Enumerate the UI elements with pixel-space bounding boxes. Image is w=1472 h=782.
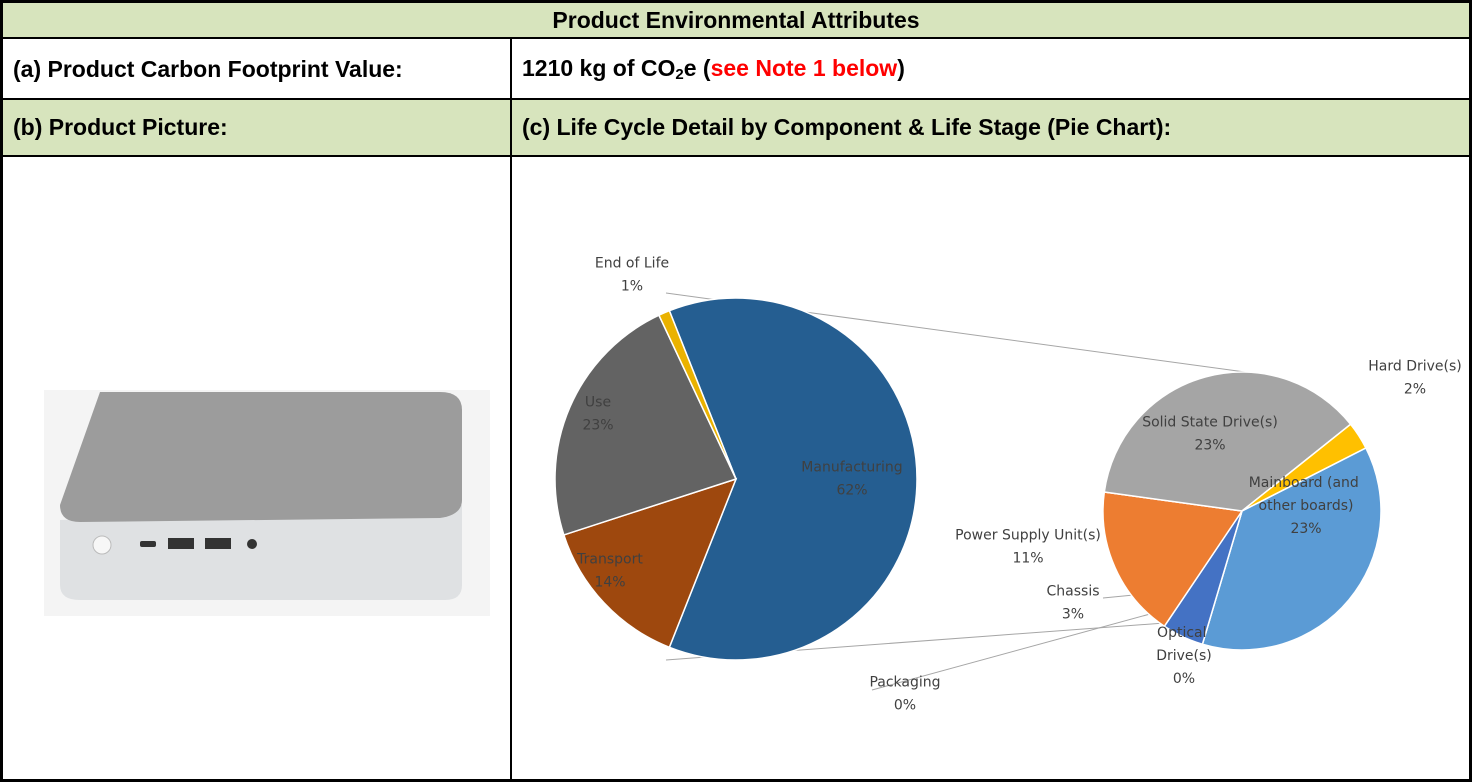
label-line: Packaging	[869, 675, 940, 691]
slice-value-label: 2%	[1404, 382, 1426, 398]
label-line: Use	[585, 395, 611, 411]
device-top	[60, 392, 462, 522]
slice-label: Packaging	[869, 675, 940, 691]
label-line: Manufacturing	[801, 460, 902, 476]
page: Product Environmental Attributes (a) Pro…	[0, 0, 1472, 782]
label-line: Solid State Drive(s)	[1142, 415, 1278, 431]
slice-value-label: 14%	[594, 575, 625, 591]
label-line: Transport	[576, 552, 643, 568]
port	[205, 538, 231, 549]
label-line: Power Supply Unit(s)	[955, 528, 1101, 544]
slice-value-label: 11%	[1012, 551, 1043, 567]
label-line: Chassis	[1047, 584, 1100, 600]
label-line: Optical	[1157, 625, 1211, 641]
slice-label: Hard Drive(s)	[1368, 359, 1462, 375]
product-picture	[44, 390, 490, 616]
slice-value-label: 23%	[1290, 521, 1321, 537]
port	[168, 538, 194, 549]
port	[140, 541, 156, 547]
label-line: Hard Drive(s)	[1368, 359, 1462, 375]
label-line: Mainboard (and	[1249, 475, 1364, 491]
pie-chart: Manufacturing 62% Transport 14% Use 23% End of…	[555, 256, 1462, 714]
label-line: Drive(s)	[1156, 648, 1212, 664]
slice-label: Manufacturing	[801, 460, 902, 476]
slice-value-label: 0%	[1173, 671, 1195, 687]
port	[247, 539, 257, 549]
slice-label: Solid State Drive(s)	[1142, 415, 1278, 431]
slice-value-label: 3%	[1062, 607, 1084, 623]
slice-value-label: 23%	[582, 418, 613, 434]
slice-label: Use	[585, 395, 611, 411]
slice-value-label: 23%	[1194, 438, 1225, 454]
slice-label: End of Life	[595, 256, 669, 272]
slice-label: Transport	[576, 552, 643, 568]
label-line: other boards)	[1259, 498, 1354, 514]
slice-value-label: 1%	[621, 279, 643, 295]
drawing: Manufacturing 62% Transport 14% Use 23% End of…	[0, 0, 1472, 782]
slice-label: Chassis	[1047, 584, 1100, 600]
label-line: End of Life	[595, 256, 669, 272]
power-button	[93, 536, 111, 554]
slice-label: Power Supply Unit(s)	[955, 528, 1101, 544]
slice-value-label: 0%	[894, 698, 916, 714]
slice-value-label: 62%	[836, 483, 867, 499]
